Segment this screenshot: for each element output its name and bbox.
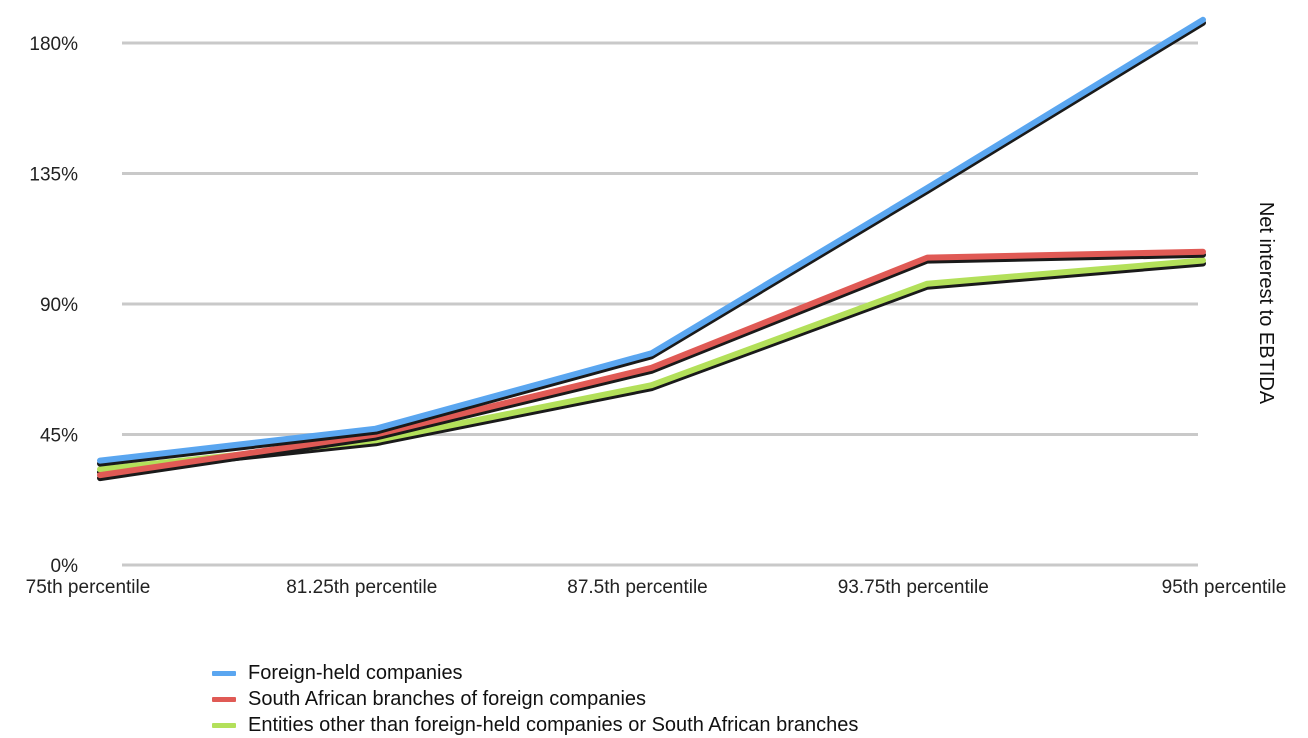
legend-item-sa-branches: South African branches of foreign compan… [212,686,858,712]
x-tick-label: 95th percentile [1162,577,1287,598]
y-tick-label: 90% [40,295,78,316]
x-tick-label: 75th percentile [26,577,151,598]
legend-swatch-sa-branches [212,696,236,702]
series-foreign-held-shadow [97,19,1206,467]
legend: Foreign-held companies South African bra… [212,660,858,738]
legend-swatch-other-entities [212,722,236,728]
x-tick-label: 81.25th percentile [286,577,437,598]
y-tick-label: 135% [29,165,78,186]
legend-label-other-entities: Entities other than foreign-held compani… [248,713,859,736]
legend-label-foreign-held: Foreign-held companies [248,661,463,684]
x-tick-label: 93.75th percentile [838,577,989,598]
y-axis-title: Net interest to EBTIDA [1255,202,1277,405]
y-tick-label: 45% [40,426,78,447]
legend-swatch-foreign-held [212,670,236,676]
legend-item-other-entities: Entities other than foreign-held compani… [212,712,858,738]
y-tick-label: 180% [29,34,78,55]
legend-item-foreign-held: Foreign-held companies [212,660,858,686]
x-tick-label: 87.5th percentile [567,577,708,598]
series-foreign-held-line [97,16,1206,464]
y-tick-label: 0% [51,556,79,577]
legend-label-sa-branches: South African branches of foreign compan… [248,687,647,710]
